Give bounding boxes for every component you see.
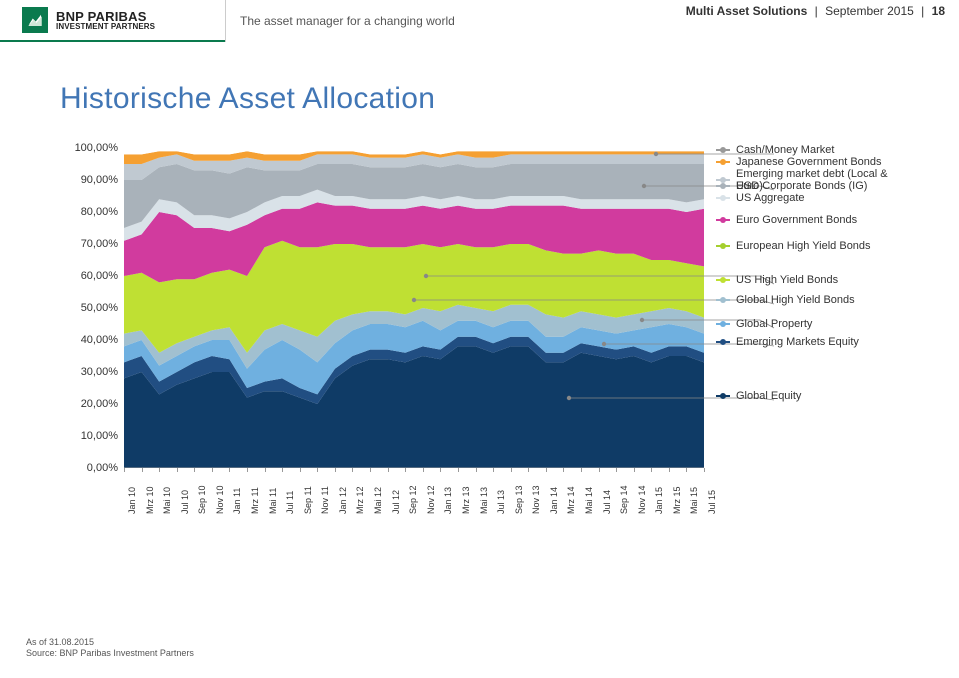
legend-label: Global Property — [736, 318, 812, 330]
y-tick: 60,00% — [60, 270, 118, 282]
x-tick: Sep 10 — [197, 485, 207, 514]
x-tick: Mai 10 — [162, 487, 172, 514]
legend-marker-icon — [716, 395, 730, 397]
x-tick: Jan 14 — [549, 487, 559, 514]
legend-marker-icon — [716, 299, 730, 301]
x-tick: Nov 11 — [320, 486, 330, 514]
legend-item: Global Property — [716, 318, 812, 330]
x-tick: Mai 14 — [584, 487, 594, 514]
legend-label: European High Yield Bonds — [736, 240, 871, 252]
header: BNP PARIBAS INVESTMENT PARTNERS The asse… — [0, 0, 959, 42]
x-tick: Mai 13 — [479, 487, 489, 514]
legend-label: Cash/Money Market — [736, 144, 834, 156]
x-tick: Jul 12 — [391, 490, 401, 514]
x-tick: Mrz 11 — [250, 487, 260, 514]
x-tick: Jul 11 — [285, 491, 295, 514]
x-tick: Sep 14 — [619, 485, 629, 514]
x-tick: Mrz 14 — [566, 486, 576, 514]
legend-item: US Aggregate — [716, 192, 805, 204]
legend-item: Global High Yield Bonds — [716, 294, 855, 306]
legend-label: US High Yield Bonds — [736, 274, 838, 286]
x-tick: Jan 15 — [654, 487, 664, 514]
legend-label: Emerging Markets Equity — [736, 336, 859, 348]
logo-icon — [22, 7, 48, 33]
x-tick: Jan 12 — [338, 487, 348, 514]
x-tick: Nov 14 — [637, 485, 647, 514]
x-tick: Jul 15 — [707, 490, 717, 514]
header-date: September 2015 — [825, 4, 914, 18]
x-tick: Jul 10 — [180, 490, 190, 514]
x-tick: Jan 10 — [127, 487, 137, 514]
legend-item: European High Yield Bonds — [716, 240, 871, 252]
chart: 0,00% 10,00% 20,00% 30,00% 40,00% 50,00% 60,00… — [60, 148, 900, 588]
y-tick: 30,00% — [60, 366, 118, 378]
x-tick: Jan 11 — [232, 488, 242, 514]
legend-marker-icon — [716, 245, 730, 247]
legend-label: Global High Yield Bonds — [736, 294, 855, 306]
legend-marker-icon — [716, 341, 730, 343]
x-tick: Mrz 12 — [355, 486, 365, 514]
legend-marker-icon — [716, 197, 730, 199]
y-tick: 80,00% — [60, 206, 118, 218]
x-tick: Nov 12 — [426, 485, 436, 514]
x-tick: Sep 11 — [303, 486, 313, 514]
x-tick: Mai 12 — [373, 487, 383, 514]
x-tick: Mrz 15 — [672, 486, 682, 514]
brand-name: BNP PARIBAS — [56, 10, 155, 23]
legend-item: US High Yield Bonds — [716, 274, 838, 286]
plot-area — [124, 148, 704, 468]
tagline-wrap: The asset manager for a changing world — [225, 0, 469, 42]
brand-block: BNP PARIBAS INVESTMENT PARTNERS — [0, 0, 225, 42]
legend-item: Emerging Markets Equity — [716, 336, 859, 348]
x-tick: Mrz 13 — [461, 486, 471, 514]
legend-label: US Aggregate — [736, 192, 805, 204]
legend-marker-icon — [716, 149, 730, 151]
page-number: 18 — [932, 4, 945, 18]
y-tick: 10,00% — [60, 430, 118, 442]
header-doc: Multi Asset Solutions — [686, 4, 808, 18]
y-tick: 50,00% — [60, 302, 118, 314]
page-title: Historische Asset Allocation — [60, 82, 435, 116]
y-tick: 90,00% — [60, 174, 118, 186]
y-tick: 0,00% — [60, 462, 118, 474]
tagline: The asset manager for a changing world — [240, 14, 455, 28]
legend-marker-icon — [716, 323, 730, 325]
legend-item: Cash/Money Market — [716, 144, 834, 156]
legend: Cash/Money MarketJapanese Government Bon… — [716, 142, 900, 472]
x-tick: Nov 13 — [531, 485, 541, 514]
header-right: Multi Asset Solutions | September 2015 |… — [686, 4, 945, 18]
x-tick: Sep 13 — [514, 485, 524, 514]
legend-item: Global Equity — [716, 390, 801, 402]
brand-subname: INVESTMENT PARTNERS — [56, 23, 155, 31]
y-tick: 40,00% — [60, 334, 118, 346]
y-tick: 20,00% — [60, 398, 118, 410]
legend-item: Japanese Government Bonds — [716, 156, 882, 168]
x-tick: Jul 14 — [602, 490, 612, 514]
x-tick: Mai 11 — [268, 488, 278, 514]
footer-asof: As of 31.08.2015 — [26, 637, 194, 649]
x-tick: Mrz 10 — [145, 486, 155, 514]
legend-marker-icon — [716, 279, 730, 281]
legend-label: Japanese Government Bonds — [736, 156, 882, 168]
legend-label: Euro Corporate Bonds (IG) — [736, 180, 867, 192]
y-axis: 0,00%10,00%20,00%30,00%40,00%50,00%60,00… — [60, 148, 118, 468]
legend-item: Euro Government Bonds — [716, 214, 857, 226]
x-tick: Nov 10 — [215, 485, 225, 514]
legend-item: Euro Corporate Bonds (IG) — [716, 180, 867, 192]
x-axis: Jan 10 Mrz 10 Mai 10 Jul 10 Sep 10 Nov 10 Jan … — [124, 474, 704, 534]
footer-source: Source: BNP Paribas Investment Partners — [26, 648, 194, 660]
legend-marker-icon — [716, 219, 730, 221]
legend-label: Euro Government Bonds — [736, 214, 857, 226]
x-tick: Sep 12 — [408, 485, 418, 514]
x-tick: Jan 13 — [443, 487, 453, 514]
footer: As of 31.08.2015 Source: BNP Paribas Inv… — [26, 637, 194, 660]
x-tick: Mai 15 — [689, 487, 699, 514]
y-tick: 100,00% — [60, 142, 118, 154]
y-tick: 70,00% — [60, 238, 118, 250]
legend-marker-icon — [716, 161, 730, 163]
x-tick: Jul 13 — [496, 490, 506, 514]
legend-marker-icon — [716, 185, 730, 187]
legend-label: Global Equity — [736, 390, 801, 402]
